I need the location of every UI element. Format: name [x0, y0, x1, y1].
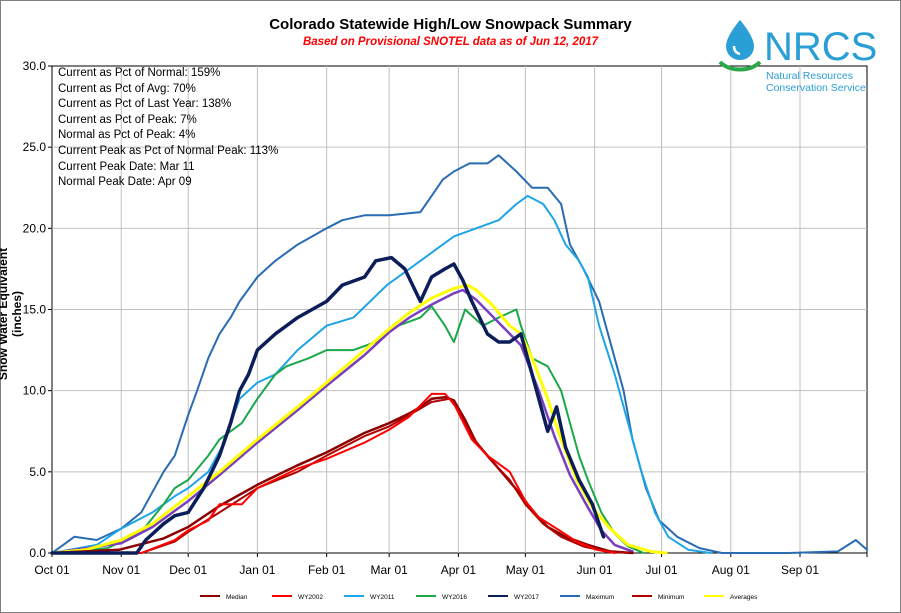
y-tick-label: 5.0: [29, 465, 46, 479]
stat-normal-peak-date: Normal Peak Date: Apr 09: [58, 176, 192, 189]
y-tick-label: 20.0: [23, 221, 47, 235]
x-tick-label: Feb 01: [308, 563, 346, 577]
series-line-wy2016: [51, 305, 645, 554]
y-tick-label: 30.0: [23, 59, 47, 73]
stats-panel: Current as Pct of Normal: 159% Current a…: [58, 66, 278, 191]
x-tick-label: Sep 01: [781, 563, 819, 577]
y-tick-label: 15.0: [23, 303, 47, 317]
chart-title: Colorado Statewide High/Low Snowpack Sum…: [269, 16, 632, 33]
series-line-wy2017: [50, 255, 606, 555]
x-tick-label: Dec 01: [169, 563, 207, 577]
logo-text: NRCS: [764, 25, 877, 69]
stat-normal-pct-peak: Normal as Pct of Peak: 4%: [58, 129, 196, 142]
logo-line-2: Conservation Service: [766, 82, 866, 94]
y-tick-label: 10.0: [23, 384, 47, 398]
series-line-median-violet: [50, 288, 634, 555]
x-tick-label: May 01: [506, 563, 546, 577]
y-axis-label: Snow Water Equivalent (inches): [0, 247, 24, 381]
stat-pct-avg: Current as Pct of Avg: 70%: [58, 82, 196, 95]
legend-label: Averages: [730, 594, 758, 601]
y-tick-label: 25.0: [23, 140, 47, 154]
series-line-wy2002: [51, 392, 616, 554]
legend-label: Minimum: [658, 594, 684, 601]
y-tick-label: 0.0: [29, 546, 46, 560]
stat-pct-peak: Current as Pct of Peak: 7%: [58, 113, 197, 126]
legend-label: WY2017: [514, 594, 539, 601]
series-line-wy2011: [51, 194, 712, 554]
chart-subtitle: Based on Provisional SNOTEL data as of J…: [302, 36, 599, 48]
x-tick-label: Jun 01: [577, 563, 613, 577]
x-tick-label: Aug 01: [712, 563, 750, 577]
legend-label: WY2002: [298, 594, 323, 601]
legend-label: WY2011: [370, 594, 395, 601]
x-tick-label: Oct 01: [34, 563, 70, 577]
water-drop-icon: [718, 20, 762, 72]
x-tick-label: Mar 01: [370, 563, 408, 577]
x-tick-label: Jan 01: [239, 563, 275, 577]
legend-label: Median: [226, 594, 248, 601]
stat-current-peak-date: Current Peak Date: Mar 11: [58, 160, 195, 173]
x-tick-label: Apr 01: [441, 563, 477, 577]
stat-peak-pct-normal-peak: Current Peak as Pct of Normal Peak: 113%: [58, 144, 279, 157]
nrcs-logo: NRCS: [718, 20, 877, 72]
legend-label: WY2016: [442, 594, 467, 601]
x-tick-label: Nov 01: [102, 563, 140, 577]
stat-pct-last-year: Current as Pct of Last Year: 138%: [58, 98, 232, 111]
logo-line-1: Natural Resources: [766, 70, 853, 82]
x-tick-label: Jul 01: [646, 563, 678, 577]
stat-pct-normal: Current as Pct of Normal: 159%: [58, 67, 221, 79]
legend-label: Maximum: [586, 594, 614, 601]
